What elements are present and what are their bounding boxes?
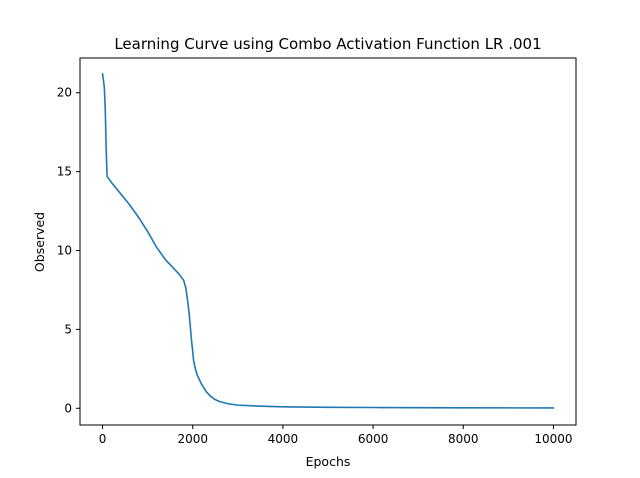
x-tick-label: 10000 [534, 432, 572, 446]
y-tick-label: 5 [64, 322, 72, 336]
ticks-layer: 0 2000 4000 6000 8000 10000 0 5 10 15 20 [57, 86, 573, 446]
x-axis-label: Epochs [306, 454, 351, 469]
x-tick-label: 4000 [268, 432, 299, 446]
y-tick-label: 10 [57, 243, 72, 257]
x-tick-label: 2000 [177, 432, 208, 446]
y-tick-label: 0 [64, 401, 72, 415]
y-axis-label: Observed [32, 212, 47, 272]
x-tick-label: 8000 [448, 432, 479, 446]
x-tick-label: 0 [99, 432, 107, 446]
x-tick-label: 6000 [358, 432, 389, 446]
plot-area-frame [79, 57, 577, 426]
series-line-0 [101, 72, 555, 409]
y-tick-label: 15 [57, 165, 72, 179]
chart-title: Learning Curve using Combo Activation Fu… [114, 35, 541, 53]
series-layer [101, 72, 555, 409]
y-tick-label: 20 [57, 86, 72, 100]
